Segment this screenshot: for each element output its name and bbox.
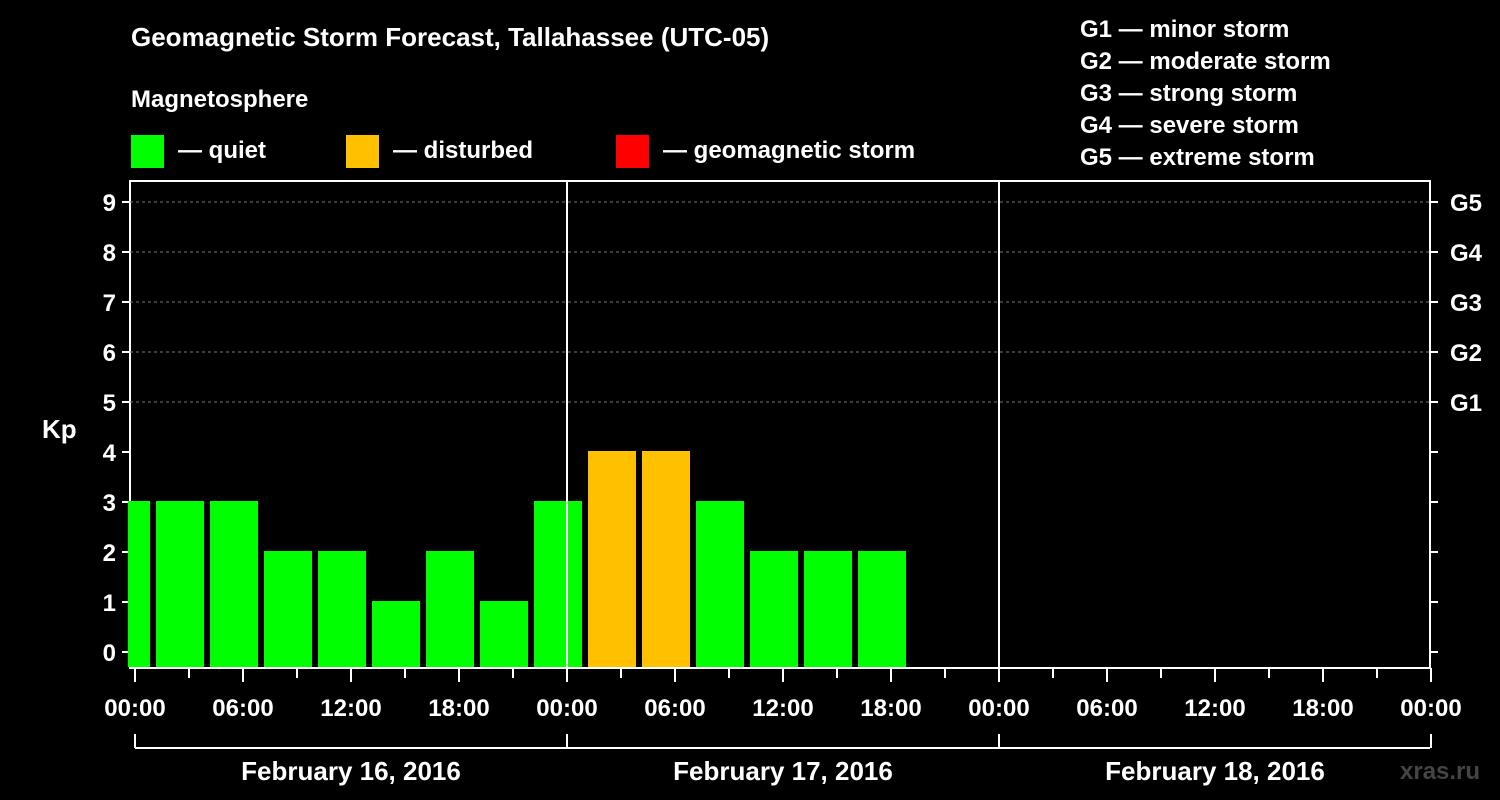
kp-bar-1 [156, 501, 204, 667]
x-tick-label-3: 18:00 [428, 695, 489, 722]
plot-frame [129, 180, 1431, 669]
right-axis-label-g3: G3 [1450, 290, 1482, 317]
y-tick-label-0: 0 [103, 640, 116, 667]
storm-level-g1: G1 — minor storm [1080, 16, 1290, 43]
x-tick-label-9: 06:00 [1076, 695, 1137, 722]
kp-bar-12 [750, 551, 798, 667]
y-axis-label: Kp [42, 414, 77, 444]
legend-storm-swatch [616, 134, 649, 168]
right-axis-label-g4: G4 [1450, 240, 1483, 267]
x-tick-label-2: 12:00 [320, 695, 381, 722]
x-tick-label-4: 00:00 [536, 695, 597, 722]
legend-quiet-label: — quiet [178, 137, 266, 164]
date-label-2: February 18, 2016 [1105, 756, 1325, 786]
legend-quiet-swatch [131, 134, 164, 168]
y-tick-label-4: 4 [103, 440, 117, 467]
kp-bar-0 [127, 501, 150, 667]
right-axis-label-g5: G5 [1450, 190, 1482, 217]
legend-quiet: — quiet [131, 134, 266, 168]
y-tick-label-5: 5 [103, 390, 116, 417]
legend-storm: — geomagnetic storm [616, 134, 915, 168]
kp-bar-8 [534, 501, 582, 667]
kp-bar-13 [804, 551, 852, 667]
x-tick-label-6: 12:00 [752, 695, 813, 722]
kp-bar-10 [642, 451, 690, 667]
kp-bar-3 [264, 551, 312, 667]
y-tick-label-6: 6 [103, 340, 116, 367]
legend-disturbed-label: — disturbed [393, 137, 534, 164]
kp-bar-9 [588, 451, 636, 667]
chart-title: Geomagnetic Storm Forecast, Tallahassee … [131, 22, 770, 52]
y-tick-label-2: 2 [103, 540, 116, 567]
date-label-0: February 16, 2016 [241, 756, 461, 786]
x-tick-label-11: 18:00 [1292, 695, 1353, 722]
watermark: xras.ru [1400, 758, 1481, 785]
x-tick-label-7: 18:00 [860, 695, 921, 722]
x-tick-label-5: 06:00 [644, 695, 705, 722]
storm-level-g2: G2 — moderate storm [1080, 48, 1331, 75]
x-tick-label-10: 12:00 [1184, 695, 1245, 722]
storm-level-g3: G3 — strong storm [1080, 80, 1298, 107]
x-tick-label-8: 00:00 [968, 695, 1029, 722]
kp-bar-11 [696, 501, 744, 667]
legend-storm-label: — geomagnetic storm [663, 137, 916, 164]
right-axis-label-g1: G1 [1450, 390, 1482, 417]
kp-bar-2 [210, 501, 258, 667]
legend-disturbed-swatch [346, 134, 379, 168]
kp-bar-7 [480, 601, 528, 667]
legend-disturbed: — disturbed [346, 134, 533, 168]
x-tick-label-1: 06:00 [212, 695, 273, 722]
y-tick-label-9: 9 [103, 190, 116, 217]
storm-level-key: G1 — minor storm G2 — moderate storm G3 … [1080, 14, 1331, 174]
x-tick-label-0: 00:00 [104, 695, 165, 722]
chart-subtitle: Magnetosphere [131, 86, 309, 113]
y-tick-label-1: 1 [103, 590, 116, 617]
y-tick-label-8: 8 [103, 240, 116, 267]
date-label-1: February 17, 2016 [673, 756, 893, 786]
y-tick-label-7: 7 [103, 290, 116, 317]
kp-bar-4 [318, 551, 366, 667]
kp-bar-14 [858, 551, 906, 667]
storm-level-g5: G5 — extreme storm [1080, 144, 1315, 171]
kp-bar-6 [426, 551, 474, 667]
right-axis-label-g2: G2 [1450, 340, 1482, 367]
storm-level-g4: G4 — severe storm [1080, 112, 1299, 139]
kp-bar-5 [372, 601, 420, 667]
x-tick-label-12: 00:00 [1400, 695, 1461, 722]
y-tick-label-3: 3 [103, 490, 116, 517]
